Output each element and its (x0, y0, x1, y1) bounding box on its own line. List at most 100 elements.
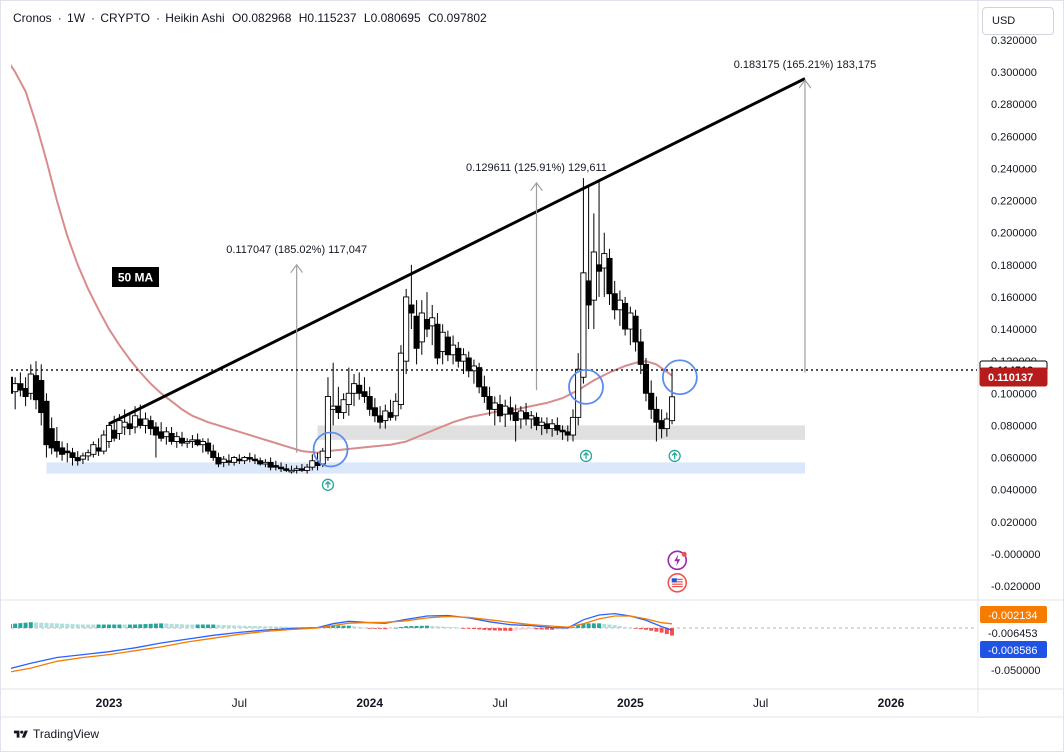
candle[interactable] (637, 329, 644, 375)
candle[interactable] (210, 444, 217, 461)
candle[interactable] (32, 361, 40, 410)
candle[interactable] (596, 181, 603, 297)
candle[interactable] (434, 313, 441, 365)
candle[interactable] (481, 375, 488, 403)
candle[interactable] (413, 300, 420, 365)
candle[interactable] (387, 399, 394, 421)
candle[interactable] (85, 449, 92, 461)
candle[interactable] (642, 357, 650, 402)
candle[interactable] (168, 427, 175, 445)
up-arrow-icon[interactable] (579, 449, 593, 463)
candle[interactable] (163, 427, 170, 445)
candle[interactable] (585, 184, 592, 330)
candle[interactable] (152, 422, 159, 458)
candle[interactable] (648, 380, 655, 419)
candle[interactable] (423, 292, 431, 338)
candle[interactable] (622, 296, 629, 336)
candle[interactable] (173, 431, 180, 448)
candle[interactable] (486, 386, 493, 416)
candle[interactable] (476, 362, 483, 394)
candle[interactable] (69, 447, 76, 466)
candle[interactable] (455, 341, 462, 368)
candle[interactable] (397, 345, 404, 410)
candle[interactable] (429, 304, 436, 346)
candle[interactable] (408, 264, 415, 330)
candle[interactable] (330, 362, 337, 426)
candle[interactable] (361, 377, 368, 403)
candle[interactable] (668, 368, 676, 425)
candle[interactable] (43, 393, 50, 458)
candle[interactable] (64, 443, 71, 463)
candle[interactable] (366, 386, 373, 416)
candle[interactable] (377, 406, 384, 429)
candle[interactable] (632, 309, 639, 352)
symbol-name[interactable]: Cronos (13, 11, 52, 25)
candle[interactable] (53, 427, 60, 458)
currency-button[interactable]: USD (982, 7, 1054, 35)
candle[interactable] (533, 412, 540, 431)
candle[interactable] (580, 178, 587, 384)
candle[interactable] (288, 465, 295, 474)
candle[interactable] (158, 422, 165, 442)
candle[interactable] (90, 441, 97, 458)
lightning-event-icon[interactable] (667, 550, 688, 571)
candle[interactable] (418, 300, 425, 355)
candle[interactable] (356, 372, 363, 400)
candle[interactable] (184, 438, 191, 448)
candle[interactable] (272, 460, 279, 471)
us-flag-event-icon[interactable] (667, 572, 688, 593)
candle[interactable] (382, 404, 389, 429)
candle[interactable] (59, 441, 66, 461)
interval[interactable]: 1W (67, 11, 86, 25)
trendline[interactable] (108, 77, 806, 426)
candle[interactable] (142, 412, 149, 434)
candle[interactable] (663, 412, 670, 437)
candle[interactable] (371, 398, 378, 423)
highlight-circle[interactable] (568, 368, 604, 405)
candle[interactable] (590, 213, 597, 330)
candle[interactable] (38, 364, 45, 426)
candle[interactable] (304, 463, 311, 474)
candle[interactable] (48, 417, 55, 455)
candle[interactable] (199, 438, 206, 453)
candle[interactable] (121, 409, 128, 436)
candle[interactable] (601, 232, 608, 297)
candle[interactable] (7, 369, 13, 406)
candle[interactable] (277, 462, 285, 472)
up-arrow-icon[interactable] (321, 478, 335, 491)
candle[interactable] (246, 452, 253, 463)
candle[interactable] (502, 399, 509, 428)
candle[interactable] (496, 394, 504, 423)
candle[interactable] (611, 280, 618, 320)
tradingview-brand[interactable]: TradingView (33, 727, 100, 741)
candle[interactable] (470, 359, 477, 384)
candle[interactable] (444, 330, 451, 362)
candle[interactable] (22, 377, 29, 407)
candle[interactable] (439, 324, 446, 365)
candle[interactable] (17, 372, 24, 397)
candle[interactable] (627, 306, 634, 346)
candle[interactable] (100, 430, 107, 455)
candle[interactable] (335, 386, 342, 419)
candle[interactable] (606, 248, 613, 305)
candle[interactable] (267, 457, 274, 471)
macd-panel[interactable] (1, 612, 977, 676)
candle[interactable] (2, 364, 7, 399)
tradingview-logo-icon[interactable] (13, 729, 29, 740)
candle[interactable] (575, 353, 582, 426)
candle[interactable] (350, 374, 358, 407)
highlight-circle[interactable] (661, 359, 698, 396)
candle[interactable] (345, 367, 352, 416)
ma-label[interactable]: 50 MA (112, 267, 159, 287)
candle[interactable] (450, 335, 457, 365)
highlight-circle[interactable] (312, 431, 349, 468)
candle[interactable] (189, 435, 196, 448)
candle[interactable] (194, 433, 201, 447)
candle[interactable] (79, 452, 86, 464)
candle[interactable] (616, 290, 623, 326)
candle[interactable] (205, 438, 212, 455)
candle[interactable] (392, 393, 399, 421)
candle[interactable] (257, 457, 264, 466)
candle[interactable] (251, 454, 259, 464)
